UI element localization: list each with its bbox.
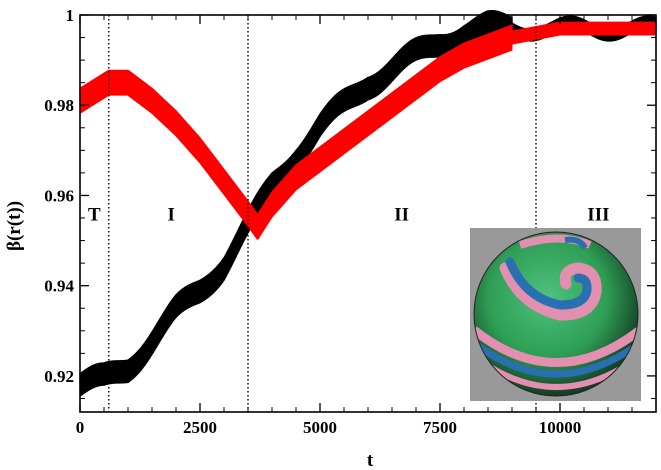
sphere-band-pink <box>474 326 638 367</box>
x-tick-label: 2500 <box>183 418 217 437</box>
y-axis: 0.92 0.94 0.96 0.98 1 <box>44 6 656 399</box>
x-tick-label: 10000 <box>539 418 582 437</box>
x-tick-label: 0 <box>76 418 85 437</box>
y-tick-label: 0.92 <box>44 367 74 386</box>
x-axis: 0 2500 5000 7500 10000 <box>76 15 633 437</box>
region-label: I <box>167 204 174 225</box>
y-tick-label: 0.94 <box>44 277 74 296</box>
y-axis-label: β(r(t)) <box>4 201 25 251</box>
sphere-band-blue <box>474 340 638 378</box>
sphere-spiral-blue-top <box>564 236 588 250</box>
sphere-spiral-blue <box>505 257 592 310</box>
region-label: T <box>88 204 101 225</box>
region-label: III <box>587 204 609 225</box>
x-tick-label: 7500 <box>423 418 457 437</box>
y-tick-label: 1 <box>66 6 75 25</box>
inset-sphere-image <box>470 228 641 401</box>
sphere-spiral-pink <box>499 262 602 321</box>
x-tick-label: 5000 <box>303 418 337 437</box>
y-tick-label: 0.96 <box>44 186 74 205</box>
region-labels: T I II III <box>88 204 609 225</box>
region-label: II <box>394 204 409 225</box>
y-tick-label: 0.98 <box>44 96 74 115</box>
x-axis-label: t <box>367 450 374 470</box>
series-line <box>79 21 657 240</box>
